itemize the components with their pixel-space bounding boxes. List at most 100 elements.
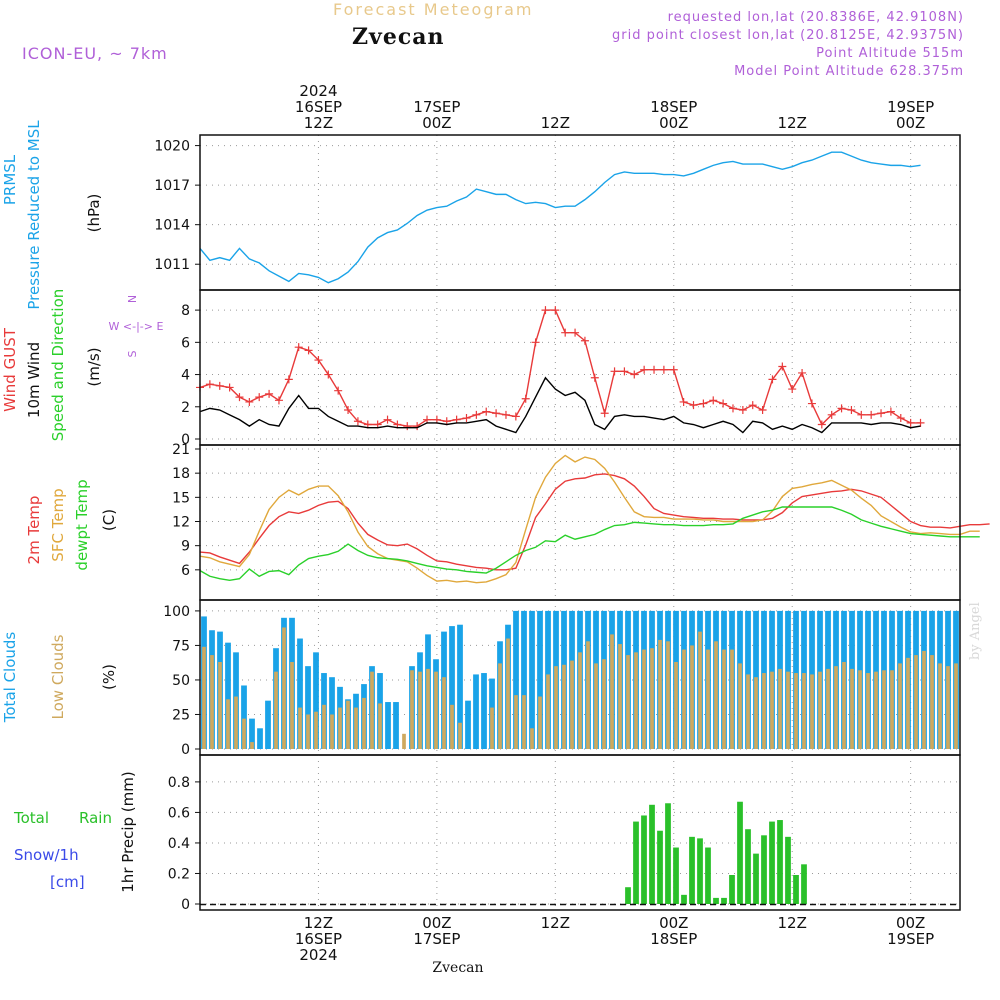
gust-marker [205, 380, 214, 389]
bar-low [338, 707, 342, 749]
closest-coords: grid point closest lon,lat (20.8125E, 42… [612, 28, 964, 43]
bar-rain [673, 847, 679, 904]
bar-low [514, 695, 518, 749]
gust-marker [778, 362, 787, 371]
series-line-SFC [199, 454, 980, 584]
bar-low [530, 728, 534, 749]
bar-total [521, 610, 527, 749]
bar-total [537, 610, 543, 749]
y-tick-label: 0 [181, 432, 190, 448]
y-tick-label: 9 [181, 539, 190, 555]
time-label-bottom: 2024 [299, 946, 337, 964]
gust-marker [353, 417, 362, 426]
y-tick-label: 50 [172, 673, 190, 689]
bar-low [218, 662, 222, 749]
bar-low [778, 668, 782, 749]
compass-north: N [126, 295, 139, 303]
gust-marker [748, 401, 757, 410]
precip-axis-unit: 1hr Precip (mm) [119, 771, 137, 892]
bar-low [418, 671, 422, 749]
requested-coords: requested lon,lat (20.8386E, 42.9108N) [667, 10, 964, 25]
gust-marker [886, 407, 895, 416]
bar-low [370, 671, 374, 749]
bar-low [522, 695, 526, 749]
gust-marker [561, 328, 570, 337]
gust-marker [709, 396, 718, 405]
panel-label-b: Pressure Reduced to MSL [25, 120, 43, 310]
y-tick-label: 0.2 [168, 866, 190, 882]
meteogram-title: Forecast Meteogram [333, 0, 534, 19]
bar-total [529, 610, 535, 749]
y-tick-label: 6 [181, 563, 190, 579]
bar-low [578, 652, 582, 749]
gust-marker [610, 367, 619, 376]
bar-low [714, 641, 718, 749]
bar-rain [801, 864, 807, 904]
bar-low [946, 666, 950, 749]
bar-rain [697, 838, 703, 904]
gust-marker [807, 399, 816, 408]
gust-marker [788, 385, 797, 394]
panel-label-b: 10m Wind [25, 342, 43, 418]
gust-marker [758, 406, 767, 414]
gust-marker [659, 365, 668, 374]
gust-marker [837, 404, 846, 413]
bar-total [473, 674, 479, 749]
bar-low [242, 718, 246, 749]
bar-low [650, 648, 654, 749]
gust-marker [531, 338, 540, 347]
time-label-top: 00Z [896, 114, 925, 132]
bar-low [442, 677, 446, 749]
bar-low [298, 707, 302, 749]
bar-low [290, 662, 294, 749]
y-tick-label: 21 [172, 442, 190, 458]
bar-low [538, 696, 542, 749]
bar-low [330, 714, 334, 749]
bar-rain [793, 875, 799, 904]
time-label-top: 18SEP [650, 98, 697, 116]
gust-marker [728, 404, 737, 413]
bar-low [498, 663, 502, 749]
gust-marker [699, 399, 708, 408]
panel-label-a: 2m Temp [25, 496, 43, 565]
bar-low [554, 666, 558, 749]
bar-low [546, 674, 550, 749]
y-tick-label: 75 [172, 638, 190, 654]
panel-label-unit: (C) [100, 509, 118, 531]
series-line-gust [199, 309, 921, 427]
bar-low [626, 655, 630, 749]
y-tick-label: 25 [172, 707, 190, 723]
bar-low [850, 668, 854, 749]
bar-low [938, 663, 942, 749]
gust-marker [877, 409, 886, 418]
series-line-10m [199, 376, 921, 434]
bar-low [874, 671, 878, 749]
bar-low [666, 641, 670, 749]
panel-label-unit: (%) [100, 664, 118, 690]
bar-low [346, 700, 350, 749]
bar-low [786, 671, 790, 749]
bar-rain [681, 894, 687, 904]
bar-low [458, 722, 462, 749]
bar-low [890, 670, 894, 749]
gust-marker [314, 356, 323, 365]
time-label-top: 19SEP [887, 98, 934, 116]
bar-rain [761, 835, 767, 904]
bar-low [674, 662, 678, 749]
bar-low [882, 670, 886, 749]
bar-rain [641, 815, 647, 904]
y-tick-label: 4 [181, 368, 190, 384]
bar-low [842, 662, 846, 749]
gust-marker [719, 399, 728, 408]
panel-label-c: Speed and Direction [49, 289, 67, 442]
y-tick-label: 15 [172, 490, 190, 506]
y-tick-label: 0.8 [168, 775, 190, 791]
bar-total [257, 728, 263, 749]
bar-low [834, 666, 838, 749]
time-label-bottom: 19SEP [887, 930, 934, 948]
gust-marker [827, 410, 836, 419]
y-tick-label: 1011 [154, 257, 190, 273]
bar-total [465, 700, 471, 749]
bar-low [858, 670, 862, 749]
gust-marker [738, 406, 747, 414]
